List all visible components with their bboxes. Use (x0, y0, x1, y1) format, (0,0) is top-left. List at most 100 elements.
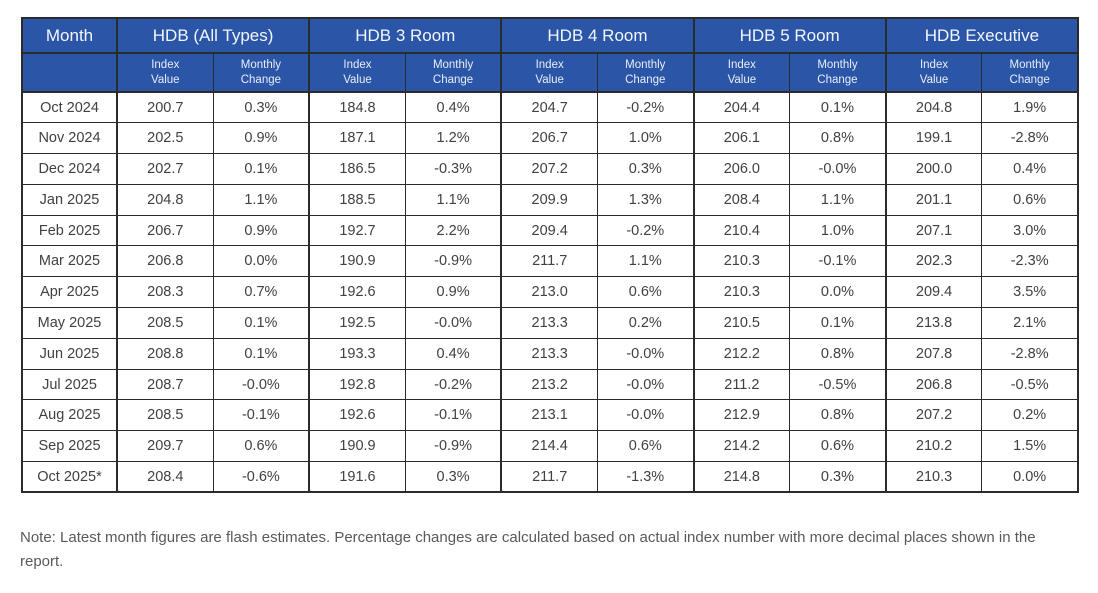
index-value-cell: 204.8 (884, 91, 983, 124)
monthly-change-cell: 0.3% (404, 461, 502, 493)
index-value-cell: 208.8 (115, 337, 214, 370)
index-value-cell: 212.9 (692, 399, 791, 432)
monthly-change-cell: 0.0% (212, 245, 310, 278)
subheader-monthly-change: Monthly Change (789, 52, 887, 93)
index-value-cell: 192.6 (308, 399, 406, 432)
monthly-change-cell: 0.6% (596, 430, 695, 463)
monthly-change-cell: -0.1% (789, 245, 887, 278)
table-row: Oct 2025* 208.4 -0.6% 191.6 0.3% 211.7 -1.3% 21… (21, 461, 1079, 493)
monthly-change-cell: 0.0% (789, 276, 887, 309)
index-value-cell: 204.7 (500, 91, 598, 124)
hdb-resale-price-index-page: Month HDB (All Types) HDB 3 Room HDB 4 R… (20, 17, 1079, 570)
index-value-cell: 213.0 (500, 276, 598, 309)
monthly-change-cell: 0.9% (212, 214, 310, 247)
subheader-monthly-change: Monthly Change (212, 52, 310, 93)
subheader-monthly-change: Monthly Change (596, 52, 695, 93)
monthly-change-cell: 0.2% (981, 399, 1079, 432)
group-header-hdb-executive: HDB Executive (884, 17, 1079, 54)
index-value-cell: 210.3 (692, 245, 791, 278)
month-cell: Aug 2025 (21, 399, 118, 432)
monthly-change-cell: -0.2% (596, 91, 695, 124)
subheader-monthly-change: Monthly Change (404, 52, 502, 93)
monthly-change-cell: 0.0% (981, 461, 1079, 493)
index-value-cell: 193.3 (308, 337, 406, 370)
monthly-change-cell: 0.2% (596, 307, 695, 339)
subheader-index-value: Index Value (500, 52, 598, 93)
index-value-cell: 210.2 (884, 430, 983, 463)
monthly-change-cell: 0.9% (404, 276, 502, 309)
index-value-cell: 209.4 (500, 214, 598, 247)
index-value-cell: 210.4 (692, 214, 791, 247)
monthly-change-cell: 1.1% (404, 183, 502, 216)
index-value-cell: 207.8 (884, 337, 983, 370)
subheader-empty (21, 52, 118, 93)
subheader-index-value: Index Value (692, 52, 791, 93)
table-body: Oct 2024 200.7 0.3% 184.8 0.4% 204.7 -0.2% 204.… (21, 91, 1079, 493)
index-value-cell: 206.8 (115, 245, 214, 278)
monthly-change-cell: -0.9% (404, 430, 502, 463)
index-value-cell: 200.0 (884, 153, 983, 185)
table-row: Oct 2024 200.7 0.3% 184.8 0.4% 204.7 -0.2% 204.… (21, 91, 1079, 124)
table-header: Month HDB (All Types) HDB 3 Room HDB 4 R… (21, 17, 1079, 93)
index-value-cell: 206.7 (115, 214, 214, 247)
monthly-change-cell: 1.2% (404, 122, 502, 155)
monthly-change-cell: -1.3% (596, 461, 695, 493)
table-row: Jan 2025 204.8 1.1% 188.5 1.1% 209.9 1.3% 208.4… (21, 183, 1079, 216)
index-value-cell: 210.3 (884, 461, 983, 493)
group-header-hdb-3-room: HDB 3 Room (308, 17, 502, 54)
index-value-cell: 211.7 (500, 245, 598, 278)
index-value-cell: 206.0 (692, 153, 791, 185)
index-value-cell: 208.4 (692, 183, 791, 216)
index-value-cell: 207.2 (500, 153, 598, 185)
index-value-cell: 188.5 (308, 183, 406, 216)
monthly-change-cell: 0.6% (789, 430, 887, 463)
subheader-index-value: Index Value (308, 52, 406, 93)
monthly-change-cell: 0.4% (981, 153, 1079, 185)
monthly-change-cell: -0.0% (404, 307, 502, 339)
group-header-hdb-4-room: HDB 4 Room (500, 17, 695, 54)
index-value-cell: 207.1 (884, 214, 983, 247)
table-row: May 2025 208.5 0.1% 192.5 -0.0% 213.3 0.2% 210.… (21, 307, 1079, 339)
index-value-cell: 202.5 (115, 122, 214, 155)
monthly-change-cell: -0.9% (404, 245, 502, 278)
monthly-change-cell: 0.4% (404, 91, 502, 124)
monthly-change-cell: -2.8% (981, 337, 1079, 370)
table-row: Nov 2024 202.5 0.9% 187.1 1.2% 206.7 1.0% 206.1… (21, 122, 1079, 155)
monthly-change-cell: 0.1% (789, 307, 887, 339)
index-value-cell: 208.4 (115, 461, 214, 493)
table-row: Feb 2025 206.7 0.9% 192.7 2.2% 209.4 -0.2% 210.… (21, 214, 1079, 247)
month-cell: Mar 2025 (21, 245, 118, 278)
monthly-change-cell: -0.0% (596, 368, 695, 401)
table-row: Jul 2025 208.7 -0.0% 192.8 -0.2% 213.2 -0.0% 21… (21, 368, 1079, 401)
index-value-cell: 208.7 (115, 368, 214, 401)
monthly-change-cell: 1.1% (596, 245, 695, 278)
index-value-cell: 200.7 (115, 91, 214, 124)
table-row: Dec 2024 202.7 0.1% 186.5 -0.3% 207.2 0.3% 206.… (21, 153, 1079, 185)
index-value-cell: 208.5 (115, 307, 214, 339)
monthly-change-cell: -0.1% (212, 399, 310, 432)
monthly-change-cell: 0.6% (596, 276, 695, 309)
monthly-change-cell: 0.8% (789, 337, 887, 370)
month-cell: Apr 2025 (21, 276, 118, 309)
monthly-change-cell: 0.9% (212, 122, 310, 155)
monthly-change-cell: 3.0% (981, 214, 1079, 247)
index-value-cell: 213.2 (500, 368, 598, 401)
monthly-change-cell: -0.6% (212, 461, 310, 493)
index-value-cell: 202.3 (884, 245, 983, 278)
table-row: Mar 2025 206.8 0.0% 190.9 -0.9% 211.7 1.1% 210.… (21, 245, 1079, 278)
index-value-cell: 192.7 (308, 214, 406, 247)
monthly-change-cell: 0.3% (596, 153, 695, 185)
group-header-hdb-all-types: HDB (All Types) (115, 17, 310, 54)
monthly-change-cell: -0.1% (404, 399, 502, 432)
index-value-cell: 213.8 (884, 307, 983, 339)
monthly-change-cell: 0.6% (981, 183, 1079, 216)
index-value-cell: 208.5 (115, 399, 214, 432)
footnote: Note: Latest month figures are flash est… (20, 529, 1036, 570)
monthly-change-cell: 1.1% (789, 183, 887, 216)
table-row: Jun 2025 208.8 0.1% 193.3 0.4% 213.3 -0.0% 212.… (21, 337, 1079, 370)
table-row: Apr 2025 208.3 0.7% 192.6 0.9% 213.0 0.6% 210.3… (21, 276, 1079, 309)
monthly-change-cell: 0.3% (789, 461, 887, 493)
index-value-cell: 210.3 (692, 276, 791, 309)
monthly-change-cell: 1.3% (596, 183, 695, 216)
hdb-resale-price-index-table: Month HDB (All Types) HDB 3 Room HDB 4 R… (21, 17, 1079, 494)
